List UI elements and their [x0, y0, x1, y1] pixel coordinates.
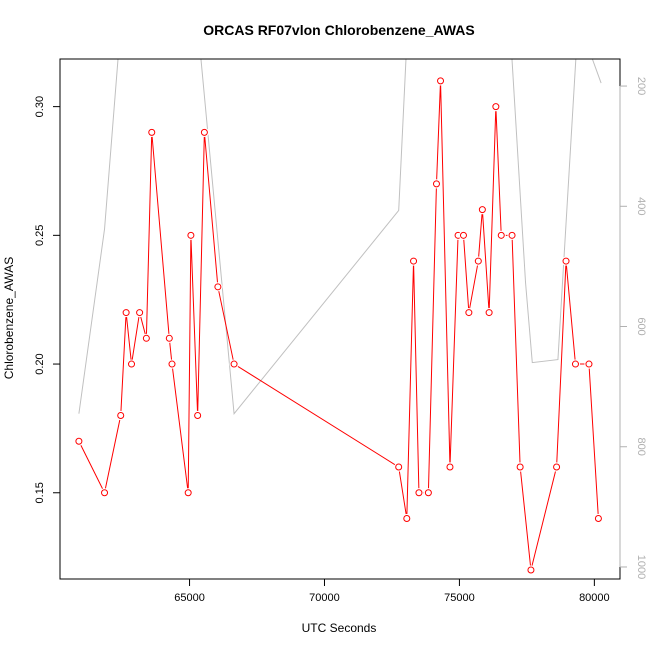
data-point [485, 309, 493, 317]
chart-title: ORCAS RF07vlon Chlorobenzene_AWAS [203, 22, 474, 38]
data-point [508, 231, 516, 239]
data-point [184, 489, 192, 497]
y-tick-label: 0.30 [34, 96, 46, 117]
data-point [459, 231, 467, 239]
data-point [424, 489, 432, 497]
data-point [415, 489, 423, 497]
data-point [432, 180, 440, 188]
data-point [395, 463, 403, 471]
y-axis: 0.15 0.20 0.25 0.30 [34, 96, 61, 503]
data-point [474, 257, 482, 265]
data-point [165, 334, 173, 342]
secondary-y-tick-label: 1000 [635, 555, 647, 579]
data-point [403, 515, 411, 523]
primary-series-line [78, 80, 599, 571]
data-point [187, 231, 195, 239]
data-point [200, 128, 208, 136]
data-point [497, 231, 505, 239]
data-point [214, 283, 222, 291]
data-point [128, 360, 136, 368]
data-point [492, 103, 500, 111]
data-point [75, 437, 83, 445]
y-tick-label: 0.15 [34, 482, 46, 503]
data-point [122, 309, 130, 317]
secondary-series-layer [78, 59, 602, 415]
data-point [230, 360, 238, 368]
data-point [194, 412, 202, 420]
data-point [101, 489, 109, 497]
data-point [527, 566, 535, 574]
secondary-y-tick-label: 800 [635, 438, 647, 456]
secondary-y-axis: 200 400 600 800 1000 [619, 77, 647, 579]
x-tick-label: 75000 [444, 592, 475, 604]
data-point [594, 515, 602, 523]
secondary-y-tick-label: 200 [635, 77, 647, 95]
x-tick-label: 70000 [309, 592, 340, 604]
data-point [117, 412, 125, 420]
data-point [136, 309, 144, 317]
secondary-series-line [78, 59, 602, 415]
data-point [478, 206, 486, 214]
x-axis-label: UTC Seconds [302, 621, 377, 635]
data-point [562, 257, 570, 265]
secondary-y-tick-label: 400 [635, 197, 647, 215]
data-point [585, 360, 593, 368]
data-point [168, 360, 176, 368]
data-point [148, 128, 156, 136]
y-tick-label: 0.25 [34, 225, 46, 246]
x-tick-label: 80000 [579, 592, 610, 604]
plot-frame [59, 58, 621, 580]
data-point [437, 77, 445, 85]
primary-series-layer [74, 76, 604, 575]
data-point [446, 463, 454, 471]
data-point [410, 257, 418, 265]
x-tick-label: 65000 [174, 592, 205, 604]
data-point [553, 463, 561, 471]
secondary-y-tick-label: 600 [635, 317, 647, 335]
data-point [465, 309, 473, 317]
data-point [571, 360, 579, 368]
x-axis: 65000 70000 75000 80000 [174, 578, 610, 604]
y-tick-label: 0.20 [34, 353, 46, 374]
y-axis-label: Chlorobenzene_AWAS [2, 257, 16, 380]
data-point [142, 334, 150, 342]
data-point [516, 463, 524, 471]
